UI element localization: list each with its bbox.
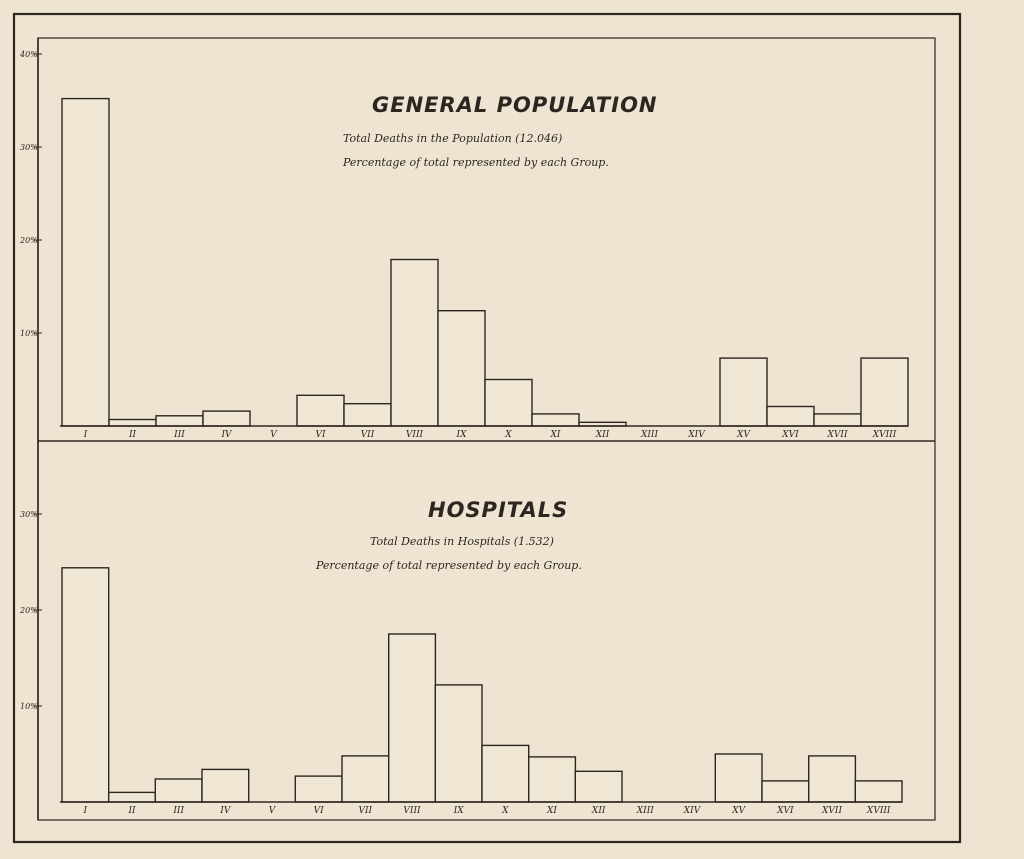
category-label: XV xyxy=(736,430,751,440)
category-label: XI xyxy=(550,430,561,440)
bar-xvii xyxy=(813,413,862,427)
category-label: IV xyxy=(220,430,233,440)
outer-frame xyxy=(12,12,962,844)
category-label: XIV xyxy=(687,430,706,440)
bar-xviii xyxy=(860,357,909,427)
chart-general-population: GENERAL POPULATION Total Deaths in the P… xyxy=(19,50,909,440)
category-label: X xyxy=(504,430,512,440)
bar-xii xyxy=(574,770,623,803)
category-labels-general: I II III IV V VI VII VIII IX X XI XII XIII XIV XV XVI XV… xyxy=(83,430,897,440)
bar-viii xyxy=(388,633,437,803)
bar-vi xyxy=(296,394,345,427)
bar-i xyxy=(61,567,110,803)
category-label: XVII xyxy=(826,430,847,440)
category-labels-hospitals: I II III IV V VI VII VIII IX X XI XII XIII XIV XV XVI XV… xyxy=(83,806,891,816)
bar-x xyxy=(484,378,533,427)
bar-xvi xyxy=(761,780,810,803)
chart-subtitle-line-1: Total Deaths in Hospitals (1.532) xyxy=(370,535,554,548)
category-label: II xyxy=(127,806,136,816)
bar-iii xyxy=(155,415,204,427)
category-label: III xyxy=(172,806,184,816)
bar-vii xyxy=(343,403,392,427)
category-label: VIII xyxy=(406,430,424,440)
bar-iii xyxy=(154,778,203,803)
bar-i xyxy=(61,97,110,427)
category-label: VIII xyxy=(403,806,421,816)
category-label: XI xyxy=(546,806,557,816)
bar-ix xyxy=(434,684,483,803)
bar-ii xyxy=(107,791,157,803)
category-label: VI xyxy=(315,430,325,440)
chart-subtitle-line-2: Percentage of total represented by each … xyxy=(342,156,609,169)
bar-xi xyxy=(528,756,577,803)
bar-viii xyxy=(390,258,439,427)
category-label: IV xyxy=(219,806,232,816)
bar-iv xyxy=(202,410,251,427)
bar-ii xyxy=(108,418,157,427)
bar-series-hospitals xyxy=(61,567,903,803)
category-label: XIV xyxy=(683,806,702,816)
y-tick-labels-hospitals: 10% 20% 30% xyxy=(19,510,42,711)
category-label: X xyxy=(501,806,509,816)
y-tick-label: 20% xyxy=(19,606,38,615)
y-tick-label: 10% xyxy=(20,329,38,338)
category-label: XVI xyxy=(781,430,799,440)
y-tick-label: 30% xyxy=(20,143,38,152)
y-tick-label: 30% xyxy=(20,510,38,519)
category-label: XVII xyxy=(821,806,842,816)
bar-xi xyxy=(531,413,580,427)
chart-subtitle-line-1: Total Deaths in the Population (12.046) xyxy=(343,132,562,145)
y-tick-labels-general: 10% 20% 30% 40% xyxy=(19,50,42,338)
category-label: XIII xyxy=(640,430,659,440)
y-tick-label: 20% xyxy=(19,236,38,245)
category-label: VII xyxy=(361,430,375,440)
category-label: XVIII xyxy=(872,430,897,440)
category-label: XVI xyxy=(776,806,794,816)
bar-ix xyxy=(437,310,486,427)
category-label: I xyxy=(83,430,88,440)
category-label: XV xyxy=(731,806,746,816)
category-label: VI xyxy=(314,806,324,816)
category-label: I xyxy=(83,806,88,816)
category-label: IX xyxy=(453,806,465,816)
category-label: IX xyxy=(456,430,468,440)
chart-title: GENERAL POPULATION xyxy=(372,93,658,117)
bar-xvi xyxy=(766,405,815,427)
category-label: XII xyxy=(595,430,610,440)
chart-title: HOSPITALS xyxy=(428,498,568,522)
category-label: VII xyxy=(358,806,372,816)
category-label: XVIII xyxy=(866,806,891,816)
y-tick-label: 10% xyxy=(20,702,38,711)
chart-hospitals: HOSPITALS Total Deaths in Hospitals (1.5… xyxy=(19,498,903,816)
y-tick-label: 40% xyxy=(19,50,38,59)
bar-xvii xyxy=(808,755,857,803)
bar-series-general xyxy=(61,97,909,427)
chart-subtitle-line-2: Percentage of total represented by each … xyxy=(315,559,582,572)
category-label: V xyxy=(270,430,278,440)
category-label: XIII xyxy=(636,806,655,816)
bar-vi xyxy=(294,775,343,803)
category-label: V xyxy=(269,806,277,816)
bar-xv xyxy=(719,357,768,427)
category-label: XII xyxy=(591,806,606,816)
bar-vii xyxy=(341,755,390,803)
category-label: III xyxy=(173,430,185,440)
bar-xviii xyxy=(854,780,903,803)
bar-iv xyxy=(201,768,250,803)
bar-x xyxy=(481,744,530,803)
bar-xv xyxy=(714,753,763,803)
category-label: II xyxy=(128,430,137,440)
